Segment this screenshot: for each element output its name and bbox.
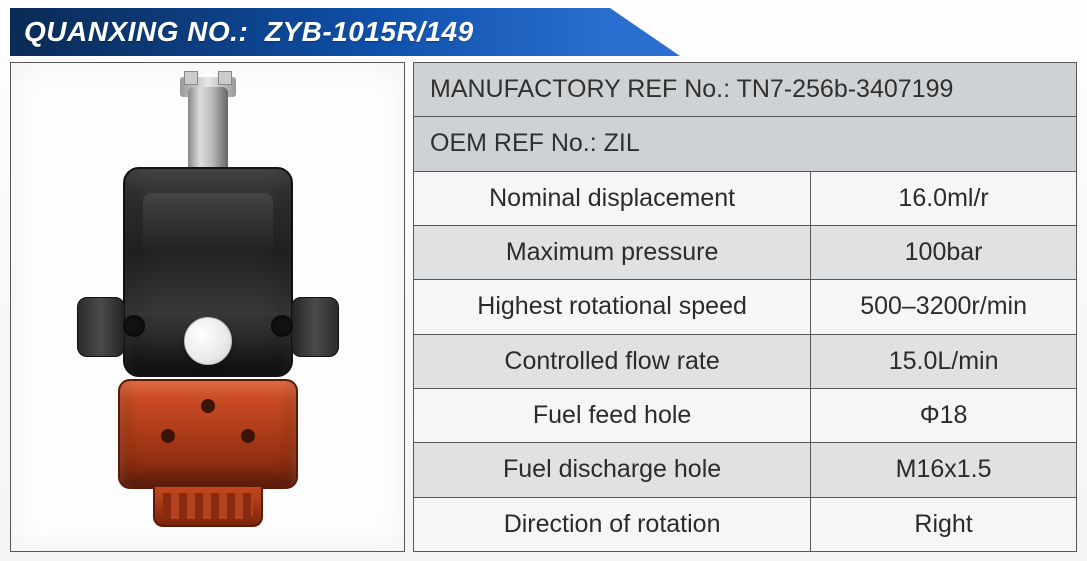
table-row: Nominal displacement 16.0ml/r xyxy=(414,172,1076,226)
table-row: Fuel discharge hole M16x1.5 xyxy=(414,443,1076,497)
table-row: Direction of rotation Right xyxy=(414,498,1076,551)
table-row: Maximum pressure 100bar xyxy=(414,226,1076,280)
manufactory-ref-label: MANUFACTORY REF No.: xyxy=(430,75,730,103)
spec-label: Nominal displacement xyxy=(414,172,811,225)
banner-text: QUANXING NO.: ZYB-1015R/149 xyxy=(10,8,1077,56)
table-row: Controlled flow rate 15.0L/min xyxy=(414,335,1076,389)
title-banner: QUANXING NO.: ZYB-1015R/149 xyxy=(10,8,1077,56)
oem-ref-row: OEM REF No.: ZIL xyxy=(414,117,1076,171)
spec-label: Highest rotational speed xyxy=(414,280,811,333)
spec-label: Direction of rotation xyxy=(414,498,811,551)
banner-label: QUANXING NO.: xyxy=(24,16,248,47)
spec-value: 500–3200r/min xyxy=(811,292,1076,321)
spec-label: Fuel feed hole xyxy=(414,389,811,442)
port-hole-left-icon xyxy=(123,315,145,337)
flange-left-icon xyxy=(77,297,125,357)
spec-value: Φ18 xyxy=(811,401,1076,430)
spec-value: 15.0L/min xyxy=(811,347,1076,376)
datasheet: QUANXING NO.: ZYB-1015R/149 xyxy=(0,0,1087,561)
table-row: Highest rotational speed 500–3200r/min xyxy=(414,280,1076,334)
oem-ref-label: OEM REF No.: xyxy=(430,129,597,157)
spec-table: MANUFACTORY REF No.: TN7-256b-3407199 OE… xyxy=(413,62,1077,552)
manufactory-ref-row: MANUFACTORY REF No.: TN7-256b-3407199 xyxy=(414,63,1076,117)
spec-label: Fuel discharge hole xyxy=(414,443,811,496)
spec-value: 100bar xyxy=(811,238,1076,267)
pump-foot-icon xyxy=(153,487,263,527)
table-row: Fuel feed hole Φ18 xyxy=(414,389,1076,443)
spec-value: Right xyxy=(811,510,1076,539)
spec-value: 16.0ml/r xyxy=(811,184,1076,213)
pump-lower-body-icon xyxy=(118,379,298,489)
banner-value: ZYB-1015R/149 xyxy=(265,16,474,47)
spec-label: Controlled flow rate xyxy=(414,335,811,388)
manufactory-ref-value: TN7-256b-3407199 xyxy=(737,75,954,103)
spec-value: M16x1.5 xyxy=(811,455,1076,484)
oem-ref-value: ZIL xyxy=(604,129,640,157)
flange-right-icon xyxy=(291,297,339,357)
spec-label: Maximum pressure xyxy=(414,226,811,279)
pump-illustration xyxy=(83,87,333,527)
spindle-shaft-icon xyxy=(188,87,228,177)
product-photo xyxy=(10,62,405,552)
content-row: MANUFACTORY REF No.: TN7-256b-3407199 OE… xyxy=(10,62,1077,552)
white-plug-icon xyxy=(184,317,232,365)
port-hole-right-icon xyxy=(271,315,293,337)
